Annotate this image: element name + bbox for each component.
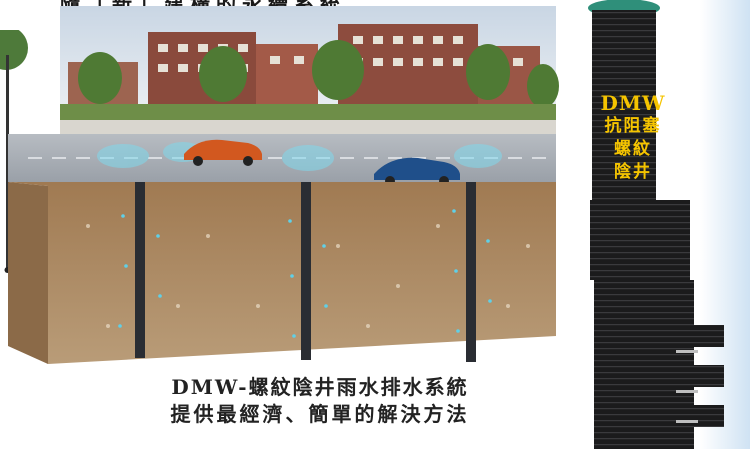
trees bbox=[78, 40, 559, 108]
top-banner-caption: 隨「新」建構的永續系統 bbox=[60, 0, 540, 10]
drainage-pipes bbox=[135, 182, 476, 362]
pipe-lower-section bbox=[594, 280, 694, 449]
water-droplets bbox=[118, 209, 492, 338]
caption-line-1: DMW-螺紋陰井雨水排水系統 bbox=[171, 375, 469, 399]
side-fitting bbox=[680, 405, 724, 427]
fitting-holes bbox=[676, 350, 698, 423]
caption-line-2: 提供最經濟、簡單的解決方法 bbox=[170, 402, 470, 426]
drainage-pipe bbox=[301, 182, 311, 360]
pole bbox=[6, 55, 9, 270]
drainage-pipe bbox=[466, 182, 476, 362]
water-splashes bbox=[97, 142, 502, 171]
pipe-upper-section bbox=[592, 10, 656, 200]
sidewalk bbox=[60, 120, 556, 134]
soil-side bbox=[8, 182, 48, 364]
pipe-middle-section bbox=[590, 200, 690, 280]
drainage-pipe bbox=[135, 182, 145, 358]
side-fitting bbox=[680, 325, 724, 347]
orange-car bbox=[184, 139, 262, 166]
product-desc-line-3: 陰井 bbox=[614, 162, 652, 182]
product-desc-line-1: 抗阻塞 bbox=[604, 116, 662, 136]
dmw-manhole-product-image bbox=[588, 0, 750, 449]
tree-pole-illustration bbox=[0, 30, 28, 273]
product-brand: DMW bbox=[600, 91, 666, 115]
drainage-scene-illustration bbox=[8, 6, 559, 364]
product-desc-line-2: 螺紋 bbox=[614, 139, 652, 159]
side-fitting bbox=[680, 365, 724, 387]
product-label: DMW 抗阻塞 螺紋 陰井 bbox=[600, 92, 666, 184]
